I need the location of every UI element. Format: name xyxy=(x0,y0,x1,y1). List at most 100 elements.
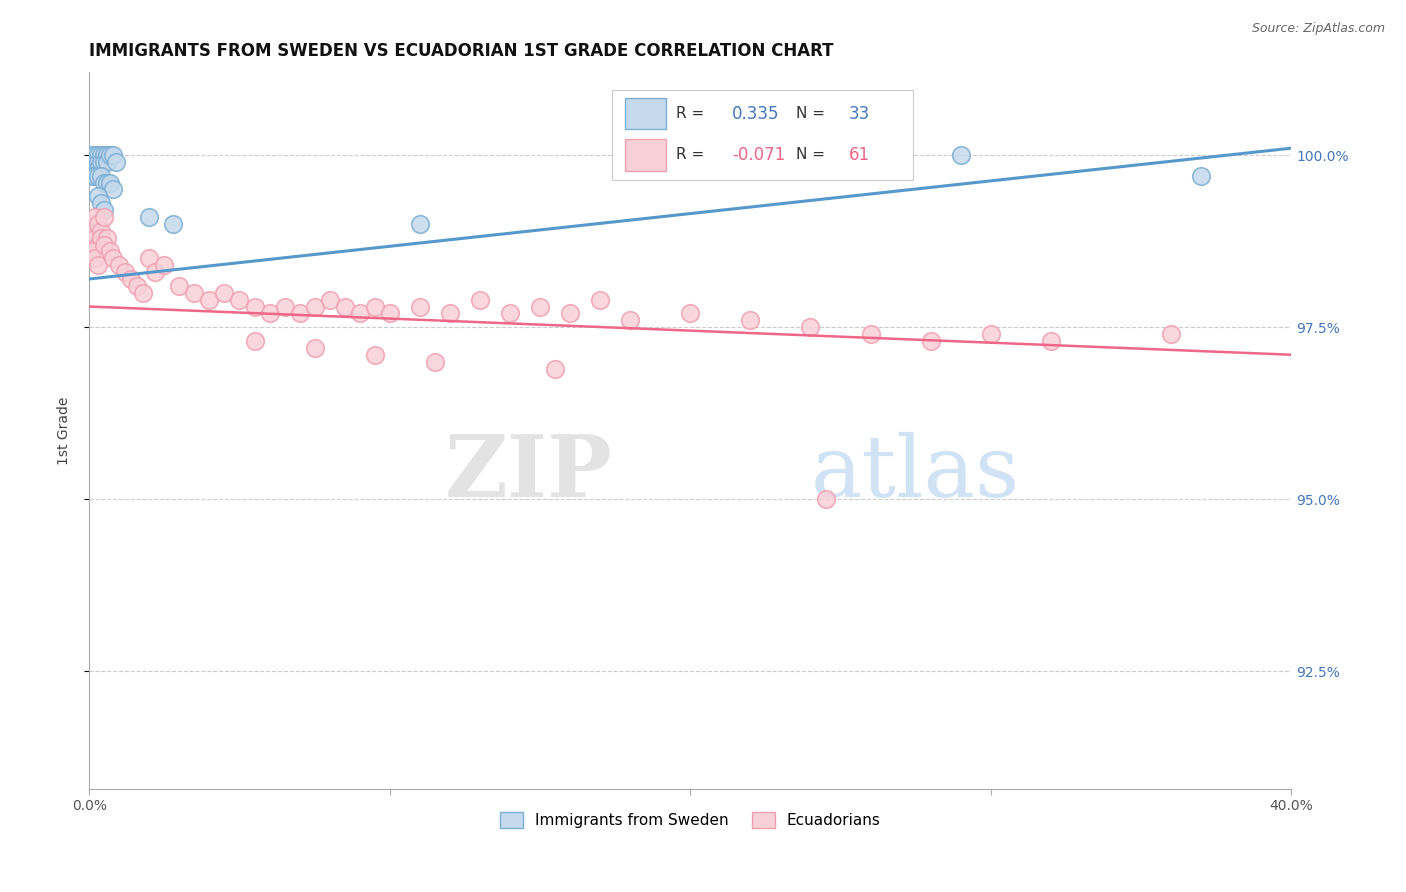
Text: N =: N = xyxy=(796,147,825,162)
Point xyxy=(90,169,112,183)
Point xyxy=(84,161,107,176)
FancyBboxPatch shape xyxy=(626,98,666,129)
Point xyxy=(98,148,121,162)
Point xyxy=(82,148,104,162)
Point xyxy=(589,293,612,307)
Point xyxy=(87,258,110,272)
Text: ZIP: ZIP xyxy=(444,432,612,516)
Text: IMMIGRANTS FROM SWEDEN VS ECUADORIAN 1ST GRADE CORRELATION CHART: IMMIGRANTS FROM SWEDEN VS ECUADORIAN 1ST… xyxy=(89,42,834,60)
Point xyxy=(198,293,221,307)
Point xyxy=(304,300,326,314)
Point xyxy=(228,293,250,307)
Point xyxy=(214,285,236,300)
Point xyxy=(288,306,311,320)
Point xyxy=(619,313,641,327)
Point xyxy=(558,306,581,320)
Point xyxy=(93,176,115,190)
Point xyxy=(1039,334,1062,348)
Point xyxy=(273,300,295,314)
Text: atlas: atlas xyxy=(810,432,1019,515)
Point xyxy=(90,155,112,169)
Point xyxy=(98,176,121,190)
Point xyxy=(96,176,118,190)
Point xyxy=(364,300,387,314)
Point xyxy=(423,354,446,368)
Point xyxy=(103,148,125,162)
Point xyxy=(949,148,972,162)
Point xyxy=(814,492,837,507)
Point xyxy=(87,189,110,203)
Point xyxy=(90,230,112,244)
Point xyxy=(87,237,110,252)
Point xyxy=(799,320,821,334)
Point xyxy=(93,155,115,169)
Point xyxy=(920,334,942,348)
Point xyxy=(84,169,107,183)
Text: -0.071: -0.071 xyxy=(733,145,786,164)
FancyBboxPatch shape xyxy=(612,90,912,180)
Point xyxy=(859,327,882,342)
Point xyxy=(87,217,110,231)
Point xyxy=(243,334,266,348)
Point xyxy=(84,230,107,244)
Point xyxy=(82,244,104,259)
Point xyxy=(544,361,567,376)
Point xyxy=(82,155,104,169)
Point xyxy=(105,155,128,169)
Point xyxy=(439,306,461,320)
Point xyxy=(529,300,551,314)
Text: 61: 61 xyxy=(849,145,870,164)
Point xyxy=(1189,169,1212,183)
Point xyxy=(132,285,155,300)
Point xyxy=(1160,327,1182,342)
Text: R =: R = xyxy=(676,106,704,121)
Point xyxy=(84,148,107,162)
Point xyxy=(243,300,266,314)
Point xyxy=(96,155,118,169)
Point xyxy=(93,210,115,224)
Text: R =: R = xyxy=(676,147,704,162)
Text: 0.335: 0.335 xyxy=(733,104,780,122)
Point xyxy=(120,272,142,286)
Point xyxy=(90,224,112,238)
Point xyxy=(378,306,401,320)
Point xyxy=(679,306,702,320)
Point xyxy=(153,258,176,272)
Text: N =: N = xyxy=(796,106,825,121)
Point xyxy=(108,258,131,272)
Point xyxy=(127,278,149,293)
Point xyxy=(183,285,205,300)
Legend: Immigrants from Sweden, Ecuadorians: Immigrants from Sweden, Ecuadorians xyxy=(494,806,887,835)
Point xyxy=(87,148,110,162)
Point xyxy=(138,210,160,224)
Point xyxy=(90,196,112,211)
Point xyxy=(103,252,125,266)
Point xyxy=(304,341,326,355)
Point xyxy=(259,306,281,320)
Text: 33: 33 xyxy=(849,104,870,122)
Point xyxy=(84,210,107,224)
Point xyxy=(114,265,136,279)
Point xyxy=(468,293,491,307)
Point xyxy=(138,252,160,266)
Point xyxy=(364,348,387,362)
Point xyxy=(409,300,432,314)
Point xyxy=(96,148,118,162)
Point xyxy=(84,252,107,266)
Point xyxy=(169,278,191,293)
Point xyxy=(87,161,110,176)
Point xyxy=(82,224,104,238)
Point xyxy=(980,327,1002,342)
Point xyxy=(499,306,522,320)
Point xyxy=(87,169,110,183)
Point xyxy=(93,237,115,252)
Point xyxy=(103,182,125,196)
Point xyxy=(98,244,121,259)
Point xyxy=(318,293,340,307)
Point xyxy=(143,265,166,279)
FancyBboxPatch shape xyxy=(626,139,666,170)
Point xyxy=(333,300,356,314)
Y-axis label: 1st Grade: 1st Grade xyxy=(58,396,72,465)
Point xyxy=(162,217,184,231)
Point xyxy=(409,217,432,231)
